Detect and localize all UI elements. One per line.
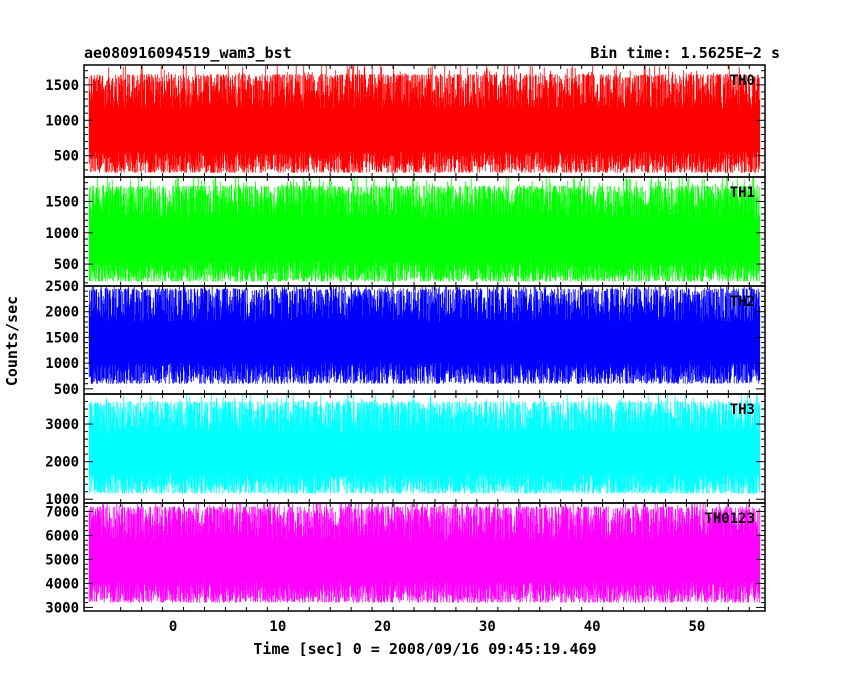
x-axis-label: Time [sec] 0 = 2008/09/16 09:45:19.469	[253, 640, 597, 658]
x-tick-label: 40	[584, 619, 601, 635]
panel-label-th3: TH3	[730, 402, 755, 418]
panel-label-th0123: TH0123	[704, 511, 755, 527]
y-tick-label: 1000	[45, 492, 79, 508]
y-tick-label: 1000	[45, 226, 79, 242]
y-tick-label: 2000	[45, 305, 79, 321]
y-tick-label: 1500	[45, 330, 79, 346]
y-tick-label: 1500	[45, 78, 79, 94]
y-tick-label: 500	[54, 149, 79, 165]
y-axis-label: Counts/sec	[3, 295, 21, 387]
y-tick-label: 500	[54, 257, 79, 273]
y-tick-label: 3000	[45, 417, 79, 433]
y-tick-label: 500	[54, 382, 79, 398]
series-th0-line	[88, 66, 761, 173]
y-tick-label: 7000	[45, 504, 79, 520]
x-tick-label: 20	[374, 619, 391, 635]
y-tick-label: 2500	[45, 279, 79, 295]
panel-label-th0: TH0	[730, 73, 755, 89]
y-tick-label: 6000	[45, 528, 79, 544]
x-tick-label: 30	[479, 619, 496, 635]
panel-label-th1: TH1	[730, 185, 755, 201]
chart-title: ae080916094519_wam3_bst	[84, 44, 292, 62]
series-th2-line	[88, 287, 761, 384]
x-tick-label: 10	[269, 619, 286, 635]
series-th1-line	[88, 178, 761, 282]
y-tick-label: 1000	[45, 113, 79, 129]
y-tick-label: 1500	[45, 194, 79, 210]
series-th3-line	[88, 395, 761, 494]
y-tick-label: 3000	[45, 600, 79, 616]
panel-frame-th0123	[83, 502, 766, 612]
y-tick-label: 4000	[45, 576, 79, 592]
x-tick-label: 0	[169, 619, 177, 635]
x-tick-label: 50	[688, 619, 705, 635]
panel-label-th2: TH2	[730, 294, 755, 310]
y-tick-label: 2000	[45, 455, 79, 471]
y-tick-label: 5000	[45, 552, 79, 568]
bin-time-label: Bin time: 1.5625E−2 s	[590, 44, 780, 62]
y-tick-label: 1000	[45, 356, 79, 372]
series-th0123-line	[88, 504, 761, 603]
